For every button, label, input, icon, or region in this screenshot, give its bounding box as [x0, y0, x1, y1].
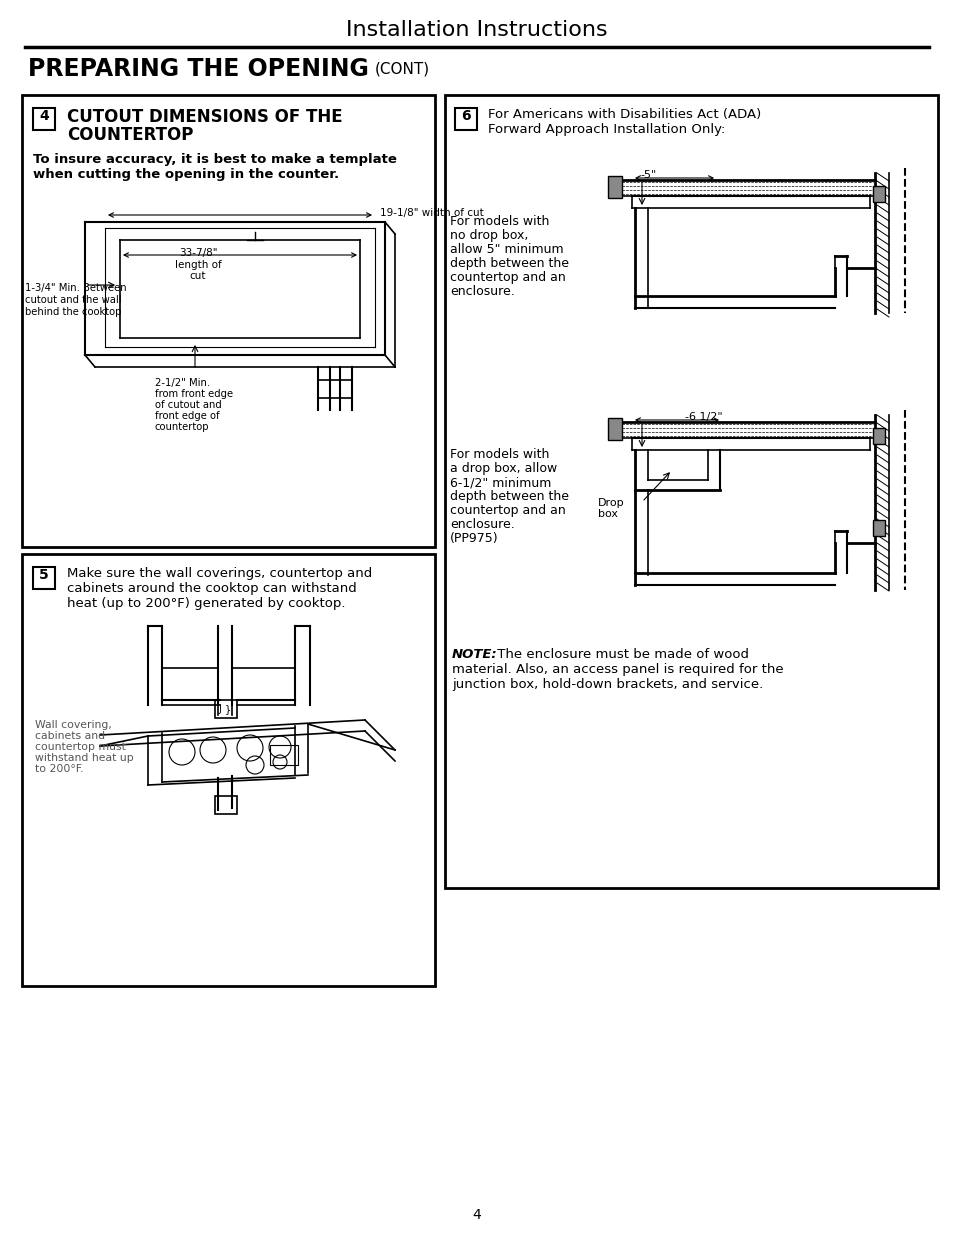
Bar — [33, 567, 55, 589]
Text: CUTOUT DIMENSIONS OF THE: CUTOUT DIMENSIONS OF THE — [67, 107, 342, 126]
Bar — [22, 95, 435, 547]
Text: of cutout and: of cutout and — [154, 400, 221, 410]
Text: countertop and an: countertop and an — [450, 504, 565, 517]
Bar — [607, 177, 621, 198]
Text: countertop and an: countertop and an — [450, 270, 565, 284]
Text: For models with: For models with — [450, 215, 549, 228]
Text: For Americans with Disabilities Act (ADA): For Americans with Disabilities Act (ADA… — [488, 107, 760, 121]
Bar — [270, 745, 297, 764]
Text: 4: 4 — [472, 1208, 481, 1221]
Text: To insure accuracy, it is best to make a template: To insure accuracy, it is best to make a… — [33, 153, 396, 165]
Text: junction box, hold-down brackets, and service.: junction box, hold-down brackets, and se… — [452, 678, 762, 692]
Text: Installation Instructions: Installation Instructions — [346, 20, 607, 40]
Bar — [33, 107, 55, 130]
Text: a drop box, allow: a drop box, allow — [450, 462, 557, 475]
Bar — [444, 95, 937, 888]
Bar — [872, 186, 884, 203]
Bar — [872, 520, 884, 536]
Bar — [317, 380, 352, 398]
Text: cutout and the wall: cutout and the wall — [25, 295, 121, 305]
Text: 1-3/4" Min. Between: 1-3/4" Min. Between — [25, 283, 127, 293]
Text: depth between the: depth between the — [450, 257, 568, 270]
Text: cabinets around the cooktop can withstand: cabinets around the cooktop can withstan… — [67, 582, 356, 595]
Text: 5: 5 — [39, 568, 49, 582]
Text: For models with: For models with — [450, 448, 549, 461]
Text: Wall covering,: Wall covering, — [35, 720, 112, 730]
Text: 2-1/2" Min.: 2-1/2" Min. — [154, 378, 210, 388]
Text: no drop box,: no drop box, — [450, 228, 528, 242]
Text: COUNTERTOP: COUNTERTOP — [67, 126, 193, 144]
Text: PREPARING THE OPENING: PREPARING THE OPENING — [28, 57, 369, 82]
Text: cut: cut — [190, 270, 206, 282]
Text: 6-1/2" minimum: 6-1/2" minimum — [450, 475, 551, 489]
Text: enclosure.: enclosure. — [450, 285, 515, 298]
Bar — [214, 700, 236, 718]
Text: from front edge: from front edge — [154, 389, 233, 399]
Text: box: box — [598, 509, 618, 519]
Text: (PP975): (PP975) — [450, 532, 498, 545]
Text: to 200°F.: to 200°F. — [35, 764, 84, 774]
Text: Forward Approach Installation Only:: Forward Approach Installation Only: — [488, 124, 724, 136]
Text: J: J — [218, 704, 221, 714]
Bar — [214, 797, 236, 814]
Text: heat (up to 200°F) generated by cooktop.: heat (up to 200°F) generated by cooktop. — [67, 597, 345, 610]
Text: countertop must: countertop must — [35, 742, 126, 752]
Bar — [607, 417, 621, 440]
Text: front edge of: front edge of — [154, 411, 219, 421]
Text: cabinets and: cabinets and — [35, 731, 105, 741]
Text: }: } — [225, 704, 231, 714]
Text: 6: 6 — [460, 109, 471, 124]
Text: withstand heat up: withstand heat up — [35, 753, 133, 763]
Text: allow 5" minimum: allow 5" minimum — [450, 243, 563, 256]
Text: Make sure the wall coverings, countertop and: Make sure the wall coverings, countertop… — [67, 567, 372, 580]
Bar — [455, 107, 476, 130]
Text: depth between the: depth between the — [450, 490, 568, 503]
Text: (CONT): (CONT) — [375, 62, 430, 77]
Text: -6 1/2": -6 1/2" — [684, 412, 721, 422]
Text: length of: length of — [174, 261, 221, 270]
Text: enclosure.: enclosure. — [450, 517, 515, 531]
Text: material. Also, an access panel is required for the: material. Also, an access panel is requi… — [452, 663, 782, 676]
Bar — [872, 429, 884, 445]
Text: 19-1/8" width of cut: 19-1/8" width of cut — [379, 207, 483, 219]
Text: 4: 4 — [39, 109, 49, 124]
Text: -5": -5" — [639, 170, 656, 180]
Text: 33-7/8": 33-7/8" — [178, 248, 217, 258]
Bar — [22, 555, 435, 986]
Text: behind the cooktop: behind the cooktop — [25, 308, 121, 317]
Text: NOTE:: NOTE: — [452, 648, 497, 661]
Text: The enclosure must be made of wood: The enclosure must be made of wood — [493, 648, 748, 661]
Text: Drop: Drop — [598, 498, 624, 508]
Text: when cutting the opening in the counter.: when cutting the opening in the counter. — [33, 168, 338, 182]
Text: countertop: countertop — [154, 422, 210, 432]
